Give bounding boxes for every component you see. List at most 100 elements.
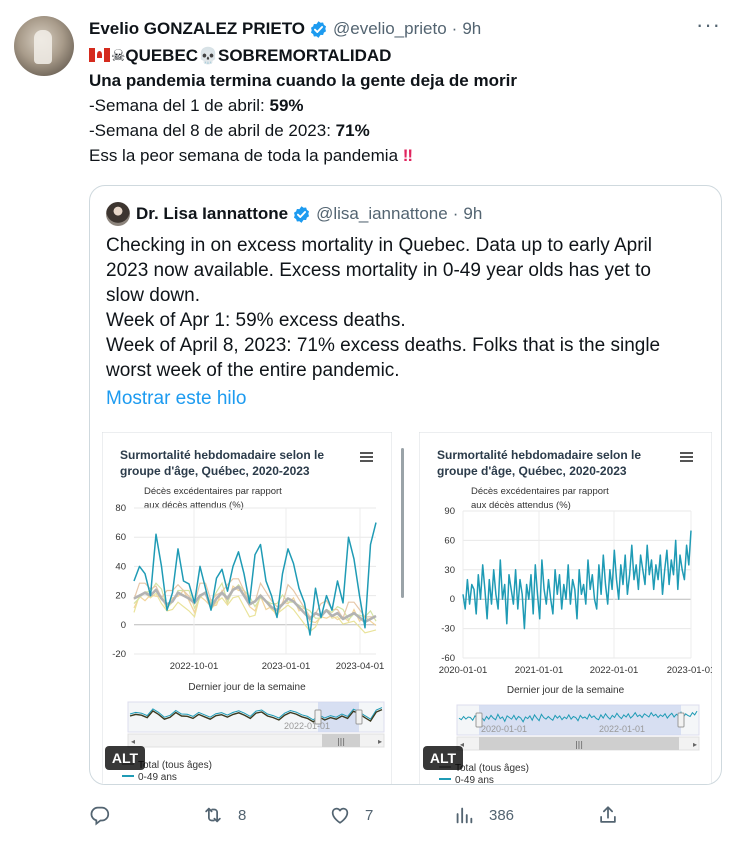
tweet-line-1-text2: SOBREMORTALIDAD [218, 46, 392, 65]
chart-navigator-selection [479, 705, 681, 735]
views-icon [456, 807, 473, 824]
quote-line: 2023 now available. Excess mortality in … [106, 260, 651, 281]
chart-ytick-label: 30 [444, 565, 455, 576]
view-count: 386 [489, 806, 515, 824]
quote-author-avatar [106, 202, 130, 226]
tweet-line-4-prefix: -Semana del 8 de abril de 2023: [89, 121, 336, 140]
tweet-actions: 8 7 386 [89, 800, 729, 830]
quote-line: slow down. [106, 285, 200, 306]
chart-ytick-label: 40 [115, 561, 126, 572]
reply-button[interactable] [89, 800, 125, 830]
chart-navigator-label: 2022-01-01 [599, 724, 645, 734]
chart-legend-entry: Total (tous âges) [138, 760, 212, 771]
more-options-icon[interactable]: ··· [696, 12, 721, 37]
tweet-line-3-prefix: -Semana del 1 de abril: [89, 96, 270, 115]
chart-navigator-handle [314, 709, 322, 725]
alt-badge-right[interactable]: ALT [423, 746, 463, 770]
show-thread-link[interactable]: Mostrar este hilo [106, 388, 247, 409]
chart-ylabel-line: Décès excédentaires par rapport [471, 486, 609, 497]
chart-xtick-label: 2021-01-01 [515, 665, 564, 676]
chart-ytick-label: -60 [441, 653, 455, 664]
alt-badge-left[interactable]: ALT [105, 746, 145, 770]
chart-left: Surmortalité hebdomadaire selon le groupe… [102, 432, 392, 784]
tweet-line-5: Ess la peor semana de toda la pandemia ‼ [89, 143, 724, 168]
chart-menu-icon-bar [680, 460, 693, 462]
chart-scrollbar-grip: ||| [337, 737, 345, 746]
skull-icon: 💀 [198, 46, 218, 65]
chart-legend-entry: 0-49 ans [138, 772, 177, 783]
quote-text: Checking in on excess mortality in Quebe… [106, 233, 706, 383]
heart-icon [331, 807, 349, 824]
retweet-icon [205, 807, 221, 823]
retweet-button[interactable]: 8 [202, 800, 246, 830]
chart-scrollbar-thumb [479, 737, 679, 750]
like-button[interactable]: 7 [329, 800, 373, 830]
chart-scrollbar-grip: ||| [575, 740, 583, 749]
chart-navigator-handle [475, 712, 483, 728]
chart-navigator-selection [318, 702, 359, 732]
chart-series-line-age-group [133, 592, 377, 634]
chart-ylabel-line: Décès excédentaires par rapport [144, 486, 282, 497]
chart-xlabel: Dernier jour de la semaine [188, 682, 306, 693]
separator-dot: · [451, 19, 458, 38]
chart-series-line [133, 522, 377, 636]
share-button[interactable] [597, 800, 619, 830]
chart-ytick-label: 20 [115, 591, 126, 602]
chart-ytick-label: -20 [112, 649, 126, 660]
like-count: 7 [365, 806, 374, 824]
quote-author-handle: @lisa_iannattone [316, 204, 448, 223]
chart-series-line [462, 530, 692, 630]
author-avatar[interactable] [14, 16, 74, 76]
chart-legend-entry: 0-49 ans [455, 775, 494, 785]
canada-flag-icon [89, 48, 110, 62]
quote-header: Dr. Lisa Iannattone @lisa_iannattone · 9… [106, 202, 482, 226]
chart-xtick-label: 2020-01-01 [439, 665, 488, 676]
verified-badge-icon [294, 205, 310, 223]
chart-menu-icon-bar [680, 456, 693, 458]
chart-right: Surmortalité hebdomadaire selon le groupe… [419, 432, 712, 785]
author-handle[interactable]: @evelio_prieto [333, 19, 447, 38]
chart-menu-icon-bar [360, 460, 373, 462]
tweet-line-2: Una pandemia termina cuando la gente dej… [89, 71, 517, 90]
tweet-header: Evelio GONZALEZ PRIETO @evelio_prieto · … [89, 16, 724, 42]
chart-title-line: Surmortalité hebdomadaire selon le [437, 448, 641, 462]
chart-xtick-label: 2023-01-01 [667, 665, 712, 676]
chart-image-right[interactable]: Surmortalité hebdomadaire selon le groupe… [419, 432, 712, 785]
chart-scrollbar-track [127, 733, 385, 748]
tweet-line-5-text: Ess la peor semana de toda la pandemia [89, 146, 403, 165]
chart-image-left[interactable]: Surmortalité hebdomadaire selon le groupe… [102, 432, 392, 784]
quote-line: Checking in on excess mortality in Quebe… [106, 235, 652, 256]
chart-ytick-label: 60 [444, 535, 455, 546]
tweet: Evelio GONZALEZ PRIETO @evelio_prieto · … [89, 12, 724, 168]
chart-menu-icon-bar [360, 456, 373, 458]
chart-ytick-label: 0 [121, 620, 126, 631]
author-name[interactable]: Evelio GONZALEZ PRIETO [89, 19, 305, 38]
views-button[interactable]: 386 [453, 800, 514, 830]
double-exclamation-icon: ‼ [402, 146, 413, 165]
chart-ylabel-line: aux décès attendus (%) [144, 500, 244, 511]
separator-dot: · [452, 204, 459, 223]
chart-navigator-label: 2022-01-01 [284, 721, 330, 731]
chart-scrollbar-thumb [322, 734, 360, 747]
skull-crossbones-icon: ☠ [111, 46, 126, 65]
chart-xtick-label: 2022-10-01 [170, 661, 219, 672]
chart-title-line: groupe d'âge, Québec, 2020-2023 [120, 464, 310, 478]
chart-menu-icon-bar [680, 452, 693, 454]
chart-ytick-label: 60 [115, 532, 126, 543]
chart-series-line [133, 585, 377, 624]
chart-navigator-handle [355, 709, 363, 725]
chart-navigator-line-total [129, 708, 383, 723]
chart-xtick-label: 2022-01-01 [590, 665, 639, 676]
chart-scroll-right-arrow: ▸ [693, 740, 697, 749]
quoted-tweet[interactable]: Dr. Lisa Iannattone @lisa_iannattone · 9… [89, 185, 722, 785]
chart-title-line: groupe d'âge, Québec, 2020-2023 [437, 464, 627, 478]
chart-scroll-left-arrow: ◂ [460, 740, 464, 749]
quote-line: Week of April 8, 2023: 71% excess deaths… [106, 335, 661, 356]
tweet-time[interactable]: 9h [462, 19, 482, 38]
tweet-line-4: -Semana del 8 de abril de 2023: 71% [89, 118, 724, 143]
quote-line: worst week of the entire pandemic. [106, 360, 400, 381]
chart-scroll-right-arrow: ▸ [378, 737, 382, 746]
chart-xlabel: Dernier jour de la semaine [507, 685, 625, 696]
chart-ylabel-line: aux décès attendus (%) [471, 500, 571, 511]
chart-ytick-label: -30 [441, 624, 455, 635]
